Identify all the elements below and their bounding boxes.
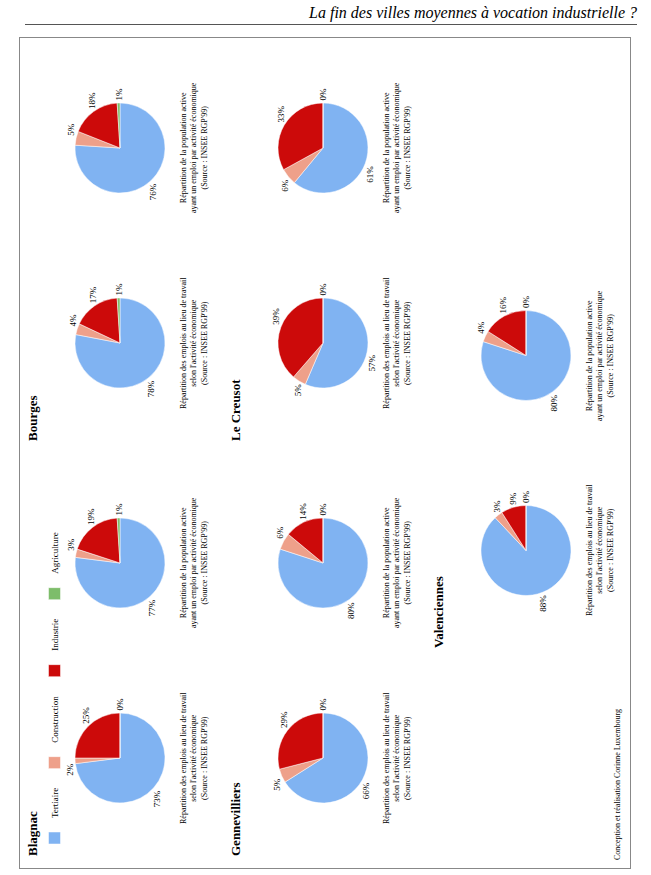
svg-text:Bourges: Bourges xyxy=(25,396,40,442)
svg-text:29%: 29% xyxy=(279,711,289,728)
svg-text:25%: 25% xyxy=(81,707,91,724)
svg-text:0%: 0% xyxy=(521,296,531,309)
svg-text:Répartition de la population a: Répartition de la population activeayant… xyxy=(382,497,412,628)
svg-text:5%: 5% xyxy=(66,123,76,136)
svg-text:80%: 80% xyxy=(549,394,559,411)
svg-text:0%: 0% xyxy=(521,491,531,504)
svg-text:Répartition des emplois au lie: Répartition des emplois au lieu de trava… xyxy=(179,692,209,824)
svg-text:Agriculture: Agriculture xyxy=(50,532,60,573)
svg-text:39%: 39% xyxy=(271,308,281,325)
svg-text:88%: 88% xyxy=(538,595,548,612)
svg-text:2%: 2% xyxy=(65,763,75,776)
svg-text:57%: 57% xyxy=(367,355,377,372)
svg-text:9%: 9% xyxy=(508,492,518,505)
svg-text:Gennevilliers: Gennevilliers xyxy=(228,782,243,856)
svg-text:33%: 33% xyxy=(276,106,286,123)
svg-text:1%: 1% xyxy=(114,503,124,516)
svg-text:66%: 66% xyxy=(361,782,371,799)
svg-text:Répartition des emplois au lie: Répartition des emplois au lieu de trava… xyxy=(382,692,412,824)
svg-text:6%: 6% xyxy=(280,179,290,192)
svg-text:Blagnac: Blagnac xyxy=(25,811,40,856)
svg-text:78%: 78% xyxy=(146,380,156,397)
svg-text:Industrie: Industrie xyxy=(50,619,60,651)
svg-text:18%: 18% xyxy=(87,92,97,109)
svg-text:5%: 5% xyxy=(293,384,303,397)
svg-text:4%: 4% xyxy=(476,321,486,334)
svg-text:17%: 17% xyxy=(88,286,98,303)
svg-text:Répartition des emplois au lie: Répartition des emplois au lieu de trava… xyxy=(585,484,615,616)
svg-text:73%: 73% xyxy=(152,790,162,807)
svg-text:19%: 19% xyxy=(86,508,96,525)
svg-text:0%: 0% xyxy=(115,698,125,711)
svg-text:6%: 6% xyxy=(275,526,285,539)
svg-text:61%: 61% xyxy=(365,166,375,183)
svg-text:Conception et réalisation Cori: Conception et réalisation Corinne Luxemb… xyxy=(613,709,622,860)
svg-text:0%: 0% xyxy=(318,88,328,101)
svg-text:3%: 3% xyxy=(492,500,502,512)
svg-text:Répartition de la population a: Répartition de la population activeayant… xyxy=(179,82,209,213)
svg-text:80%: 80% xyxy=(346,602,356,619)
svg-text:14%: 14% xyxy=(298,503,308,520)
svg-text:Le Creusot: Le Creusot xyxy=(228,379,243,441)
svg-text:0%: 0% xyxy=(318,283,328,296)
svg-text:76%: 76% xyxy=(148,183,158,200)
svg-text:77%: 77% xyxy=(147,599,157,616)
svg-text:Tertiaire: Tertiaire xyxy=(50,788,60,818)
html-text:La fin des villes moyennes à v: La fin des villes moyennes à vocation in… xyxy=(309,4,637,21)
svg-text:Répartition de la population a: Répartition de la population activeayant… xyxy=(179,497,209,628)
svg-text:Répartition de la population a: Répartition de la population activeayant… xyxy=(382,82,412,213)
svg-text:4%: 4% xyxy=(68,314,78,327)
svg-text:5%: 5% xyxy=(272,778,282,791)
svg-text:16%: 16% xyxy=(498,297,508,314)
svg-text:Répartition de la population a: Répartition de la population activeayant… xyxy=(585,290,615,421)
svg-text:0%: 0% xyxy=(318,503,328,516)
svg-text:Construction: Construction xyxy=(50,696,60,743)
svg-text:Valenciennes: Valenciennes xyxy=(431,576,446,648)
svg-text:1%: 1% xyxy=(114,283,124,296)
svg-text:3%: 3% xyxy=(66,538,76,551)
svg-text:Répartition des emplois au lie: Répartition des emplois au lieu de trava… xyxy=(382,277,412,409)
svg-text:Répartition des emplois au lie: Répartition des emplois au lieu de trava… xyxy=(179,277,209,409)
svg-text:1%: 1% xyxy=(114,88,124,101)
svg-text:0%: 0% xyxy=(318,698,328,711)
